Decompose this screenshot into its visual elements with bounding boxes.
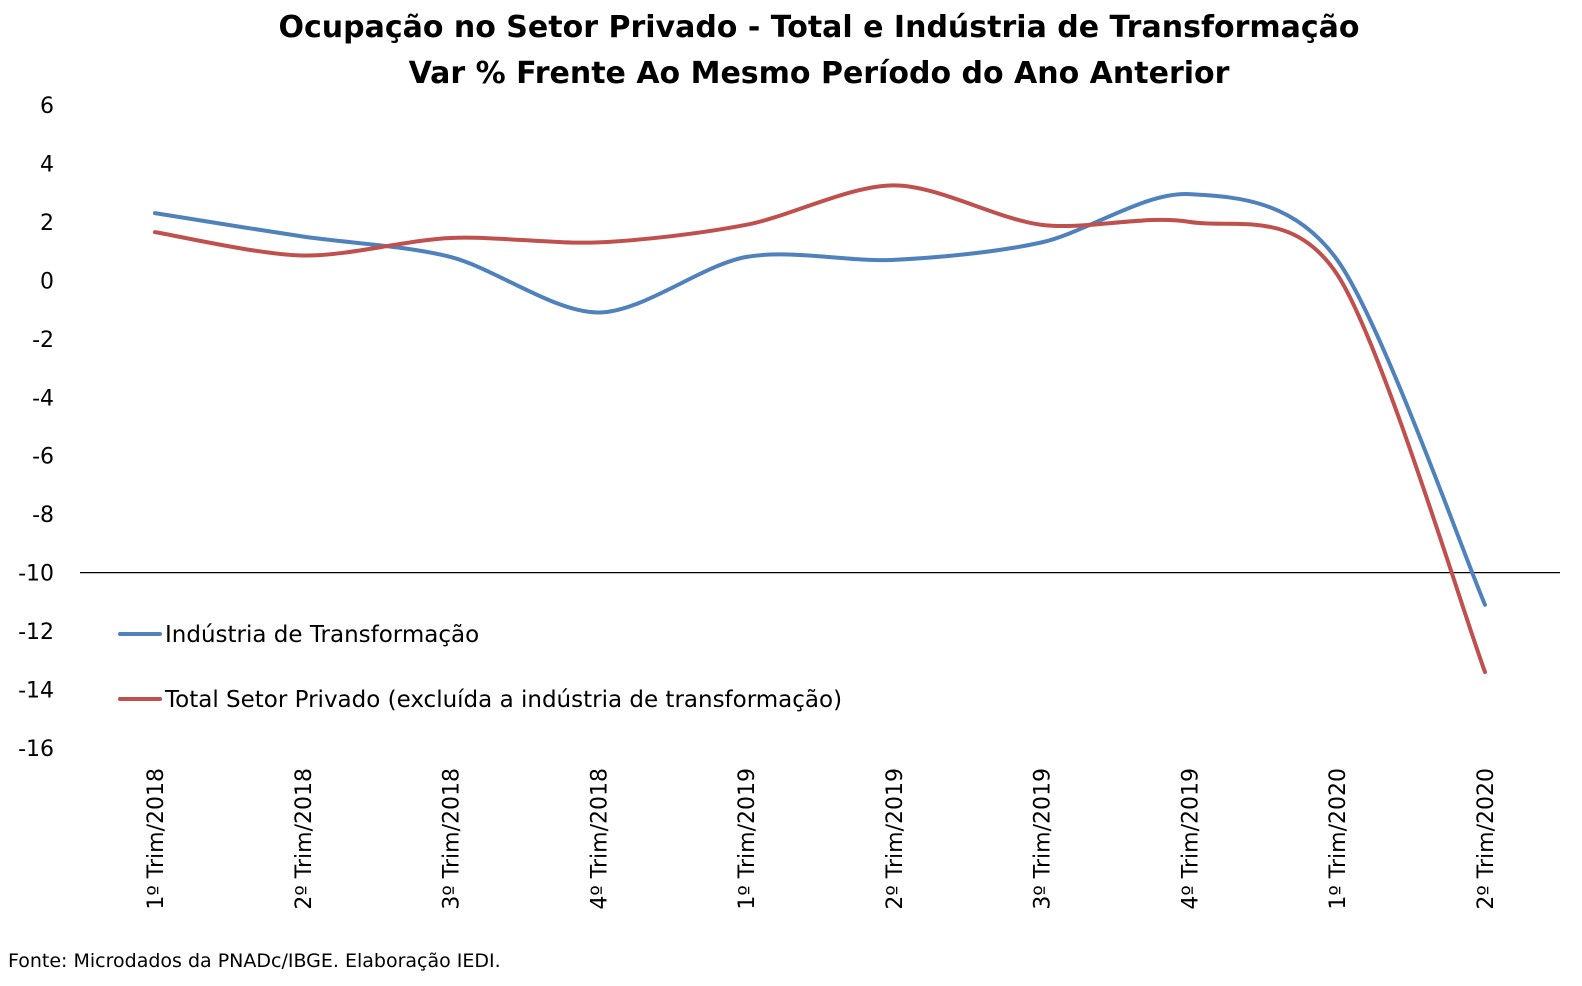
x-axis-ticks: 1º Trim/2018 2º Trim/2018 3º Trim/2018 4º T… [144,768,1499,910]
x-tick-label: 1º Trim/2020 [1326,768,1351,910]
y-tick-label: -2 [32,328,54,353]
x-tick-label: 2º Trim/2018 [292,768,317,910]
source-note: Fonte: Microdados da PNADc/IBGE. Elabora… [8,950,501,972]
legend-label-total-setor-privado: Total Setor Privado (excluída a indústri… [164,687,842,713]
x-tick-label: 1º Trim/2018 [144,768,169,910]
x-tick-label: 2º Trim/2020 [1474,768,1499,910]
x-tick-label: 4º Trim/2019 [1178,768,1203,910]
x-tick-label: 3º Trim/2018 [440,768,465,910]
y-axis-ticks: 6 4 2 0 -2 -4 -6 -8 -10 -12 -14 -16 [18,94,54,762]
y-tick-label: 4 [40,152,54,177]
x-tick-label: 3º Trim/2019 [1031,768,1056,910]
y-tick-label: -12 [18,620,54,645]
legend: Indústria de Transformação Total Setor P… [118,622,842,713]
legend-label-industria: Indústria de Transformação [165,622,479,648]
y-tick-label: -10 [18,562,54,587]
x-tick-label: 1º Trim/2019 [735,768,760,910]
y-tick-label: -14 [18,679,54,704]
chart-title: Ocupação no Setor Privado - Total e Indú… [278,10,1359,45]
y-tick-label: -6 [32,445,54,470]
y-tick-label: -8 [32,503,54,528]
y-tick-label: -16 [18,737,54,762]
series-line-total-setor-privado [153,183,1487,675]
x-tick-label: 4º Trim/2018 [587,768,612,910]
x-tick-label: 2º Trim/2019 [883,768,908,910]
y-tick-label: 6 [40,94,54,119]
chart-subtitle: Var % Frente Ao Mesmo Período do Ano Ant… [409,56,1230,91]
series-lines [153,183,1487,675]
y-tick-label: 0 [40,269,54,294]
y-tick-label: 2 [40,211,54,236]
series-line-industria [153,192,1487,607]
y-tick-label: -4 [32,386,54,411]
